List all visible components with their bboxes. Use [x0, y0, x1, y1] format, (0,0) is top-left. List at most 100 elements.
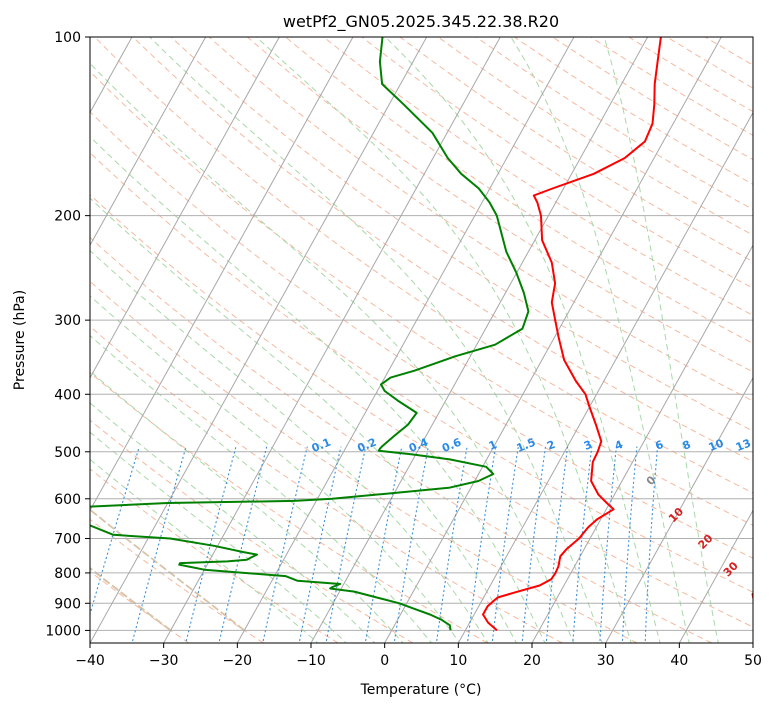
mixing-ratio-line	[262, 446, 308, 643]
skew-isotherm	[90, 37, 207, 247]
axes: −40 −30 −20 −10 0 10 20 30 40 50 100 200 300 400 500 60…	[45, 30, 762, 669]
profile-traces	[90, 37, 662, 632]
dry-adiabat	[90, 570, 190, 643]
moist-adiabat-label: 40	[747, 584, 767, 604]
mixing-ratio-label: 6	[653, 438, 665, 453]
dry-adiabat	[589, 37, 753, 136]
dry-adiabat	[666, 37, 753, 89]
moist-adiabat	[90, 431, 348, 643]
mixing-ratio-line	[218, 446, 268, 643]
mixing-ratio-label: 4	[613, 438, 625, 453]
mixing-ratio-label: 13	[734, 436, 753, 454]
skew-isotherm	[163, 37, 501, 643]
y-tick-label: 1000	[45, 623, 81, 639]
dry-adiabat	[90, 518, 264, 643]
temperature-trace	[482, 37, 662, 632]
dry-adiabat	[284, 37, 753, 344]
moist-adiabat	[90, 249, 489, 643]
skew-isotherm	[90, 37, 428, 643]
dry-adiabat	[90, 70, 753, 526]
dry-adiabat	[361, 37, 753, 289]
dry-adiabat	[322, 37, 753, 317]
mixing-ratio-line	[621, 446, 638, 643]
dry-adiabat	[90, 419, 414, 643]
mixing-ratio-line	[131, 446, 187, 643]
moist-adiabat-label: 10	[666, 505, 686, 525]
skew-isotherm	[384, 37, 722, 643]
y-tick-label: 600	[54, 492, 81, 508]
mixing-ratio-line	[364, 446, 403, 643]
mixing-ratio-label: 16	[760, 436, 775, 454]
skew-isotherm	[310, 37, 649, 643]
moist-adiabat	[90, 402, 376, 643]
mixing-ratio-line	[545, 446, 569, 643]
y-tick-label: 100	[54, 30, 81, 46]
x-tick-label: −10	[296, 653, 326, 669]
moist-adiabat	[90, 370, 404, 643]
x-tick-label: 50	[744, 653, 762, 669]
dry-adiabat	[132, 37, 753, 463]
x-tick-label: 20	[523, 653, 541, 669]
skew-isotherm	[90, 37, 354, 512]
x-tick-label: −40	[75, 653, 105, 669]
skew-isotherm	[0, 24, 66, 646]
mixing-ratio-line	[572, 446, 593, 643]
y-tick-label: 400	[54, 387, 81, 403]
x-tick-label: −30	[149, 653, 179, 669]
skew-isotherm	[752, 641, 753, 643]
y-tick-label: 300	[54, 313, 81, 329]
y-tick-label: 800	[54, 566, 81, 582]
skew-isotherm	[531, 244, 753, 643]
mixing-ratio-line	[599, 446, 617, 643]
x-tick-label: 0	[380, 653, 389, 669]
mixing-ratio-line	[298, 446, 342, 643]
skew-isotherm	[605, 376, 753, 643]
mixing-ratio-line	[325, 446, 367, 643]
moist-adiabat	[90, 136, 546, 643]
y-tick-label: 200	[54, 209, 81, 225]
x-axis-label: Temperature (°C)	[360, 682, 482, 698]
dry-adiabat	[704, 37, 753, 66]
mixing-ratio-label: 1	[487, 438, 499, 453]
dry-adiabat	[513, 37, 753, 185]
moist-adiabat	[603, 37, 719, 643]
x-tick-label: 30	[597, 653, 615, 669]
dry-adiabat	[475, 37, 753, 211]
curve-line	[90, 508, 245, 632]
skew-isotherm	[457, 111, 753, 643]
line-labels: -100-90-80-70-60-50-40-30-20-100.10.20.4…	[310, 436, 775, 605]
skew-isotherm	[236, 37, 575, 643]
dry-adiabat	[170, 37, 753, 432]
x-tick-label: 40	[670, 653, 688, 669]
skew-isotherm	[678, 509, 753, 643]
mixing-ratio-label: 2	[545, 438, 557, 453]
mixing-ratio-line	[491, 446, 519, 643]
dewpoint-trace	[90, 37, 530, 631]
dry-adiabat	[551, 37, 753, 161]
mixing-ratio-line	[435, 446, 468, 643]
y-axis-label: Pressure (hPa)	[12, 290, 28, 390]
curve-line	[90, 566, 172, 632]
moist-adiabat	[510, 37, 690, 643]
moist-adiabat	[90, 335, 433, 643]
y-tick-label: 900	[54, 596, 81, 612]
mixing-ratio-label: 8	[681, 438, 693, 453]
mixing-ratio-line	[393, 446, 429, 643]
dry-adiabat	[90, 280, 638, 643]
dry-adiabat	[90, 151, 753, 593]
x-tick-label: 10	[449, 653, 467, 669]
background-lines	[0, 24, 753, 646]
mixing-ratio-line	[521, 446, 547, 643]
dry-adiabat	[90, 193, 753, 628]
mixing-ratio-line	[644, 446, 659, 643]
dry-adiabat	[399, 37, 753, 263]
dry-adiabat	[437, 37, 753, 236]
chart-title: wetPf2_GN05.2025.345.22.38.R20	[283, 12, 559, 32]
dry-adiabat	[246, 37, 753, 373]
mixing-ratio-label: 3	[582, 438, 594, 453]
mixing-ratio-line	[185, 446, 237, 643]
mixing-ratio-label: 10	[707, 436, 726, 454]
y-tick-label: 500	[54, 445, 81, 461]
moist-adiabat	[90, 295, 461, 643]
